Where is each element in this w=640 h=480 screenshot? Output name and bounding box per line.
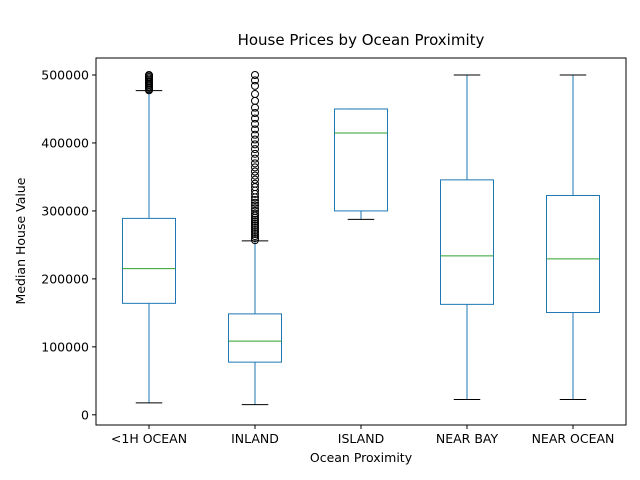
outlier-point [251, 76, 259, 85]
iqr-box [228, 313, 282, 363]
outlier-point [251, 149, 259, 158]
outlier-point [251, 206, 259, 215]
x-tick-label: INLAND [231, 431, 279, 446]
iqr-box [440, 179, 494, 305]
outlier-point [251, 198, 259, 207]
x-axis-label: Ocean Proximity [310, 450, 413, 465]
outlier-point [251, 225, 259, 234]
outlier-point [251, 159, 259, 168]
x-tick-label: ISLAND [338, 431, 384, 446]
y-axis-label: Median House Value [13, 177, 28, 304]
outlier-point [251, 175, 259, 184]
y-tick-label: 300000 [41, 203, 89, 218]
outlier-point [251, 234, 259, 243]
outlier-point [251, 81, 259, 90]
box-group [440, 74, 494, 401]
outlier-point [251, 125, 259, 134]
outlier-point [251, 90, 259, 99]
outlier-point [251, 221, 259, 230]
outlier-point [251, 154, 259, 163]
outlier-point [251, 135, 259, 144]
chart-marks [122, 70, 600, 406]
x-tick-label: <1H OCEAN [111, 431, 187, 446]
y-tick-label: 100000 [41, 339, 89, 354]
outlier-point [251, 109, 259, 118]
y-tick-label: 500000 [41, 67, 89, 82]
outlier-point [251, 227, 259, 236]
box-group [546, 74, 600, 401]
iqr-box [546, 194, 600, 314]
outlier-point [251, 114, 259, 123]
iqr-box [334, 108, 388, 212]
outlier-point [145, 70, 153, 79]
iqr-box [122, 217, 176, 304]
outlier-point [251, 130, 259, 139]
outlier-point [251, 145, 259, 154]
plot-frame [95, 57, 627, 426]
outlier-point [251, 171, 259, 180]
outlier-point [251, 196, 259, 205]
y-tick-label: 200000 [41, 271, 89, 286]
outlier-point [251, 167, 259, 176]
outlier-point [251, 223, 259, 232]
outlier-point [251, 70, 259, 79]
x-tick-label: NEAR OCEAN [532, 431, 615, 446]
outlier-point [251, 140, 259, 149]
y-tick-label: 0 [81, 407, 89, 422]
y-axis: 0 100000 200000 300000 400000 500000 [41, 67, 96, 422]
x-tick-label: NEAR BAY [436, 431, 499, 446]
y-tick-label: 400000 [41, 135, 89, 150]
outlier-point [251, 179, 259, 188]
box-group [122, 70, 176, 404]
outlier-point [251, 215, 259, 224]
outlier-point [251, 119, 259, 128]
outlier-point [251, 163, 259, 172]
box-group [228, 70, 282, 406]
outlier-point [251, 219, 259, 228]
box-group [334, 108, 388, 220]
chart-title: House Prices by Ocean Proximity [238, 31, 485, 49]
outlier-point [251, 217, 259, 226]
outlier-point [251, 209, 259, 218]
x-axis: <1H OCEAN INLAND ISLAND NEAR BAY NEAR OCEAN [111, 425, 615, 446]
outlier-point [251, 232, 259, 241]
outlier-point [251, 236, 259, 245]
outlier-point [251, 204, 259, 213]
outlier-point [251, 201, 259, 210]
outlier-point [251, 230, 259, 239]
